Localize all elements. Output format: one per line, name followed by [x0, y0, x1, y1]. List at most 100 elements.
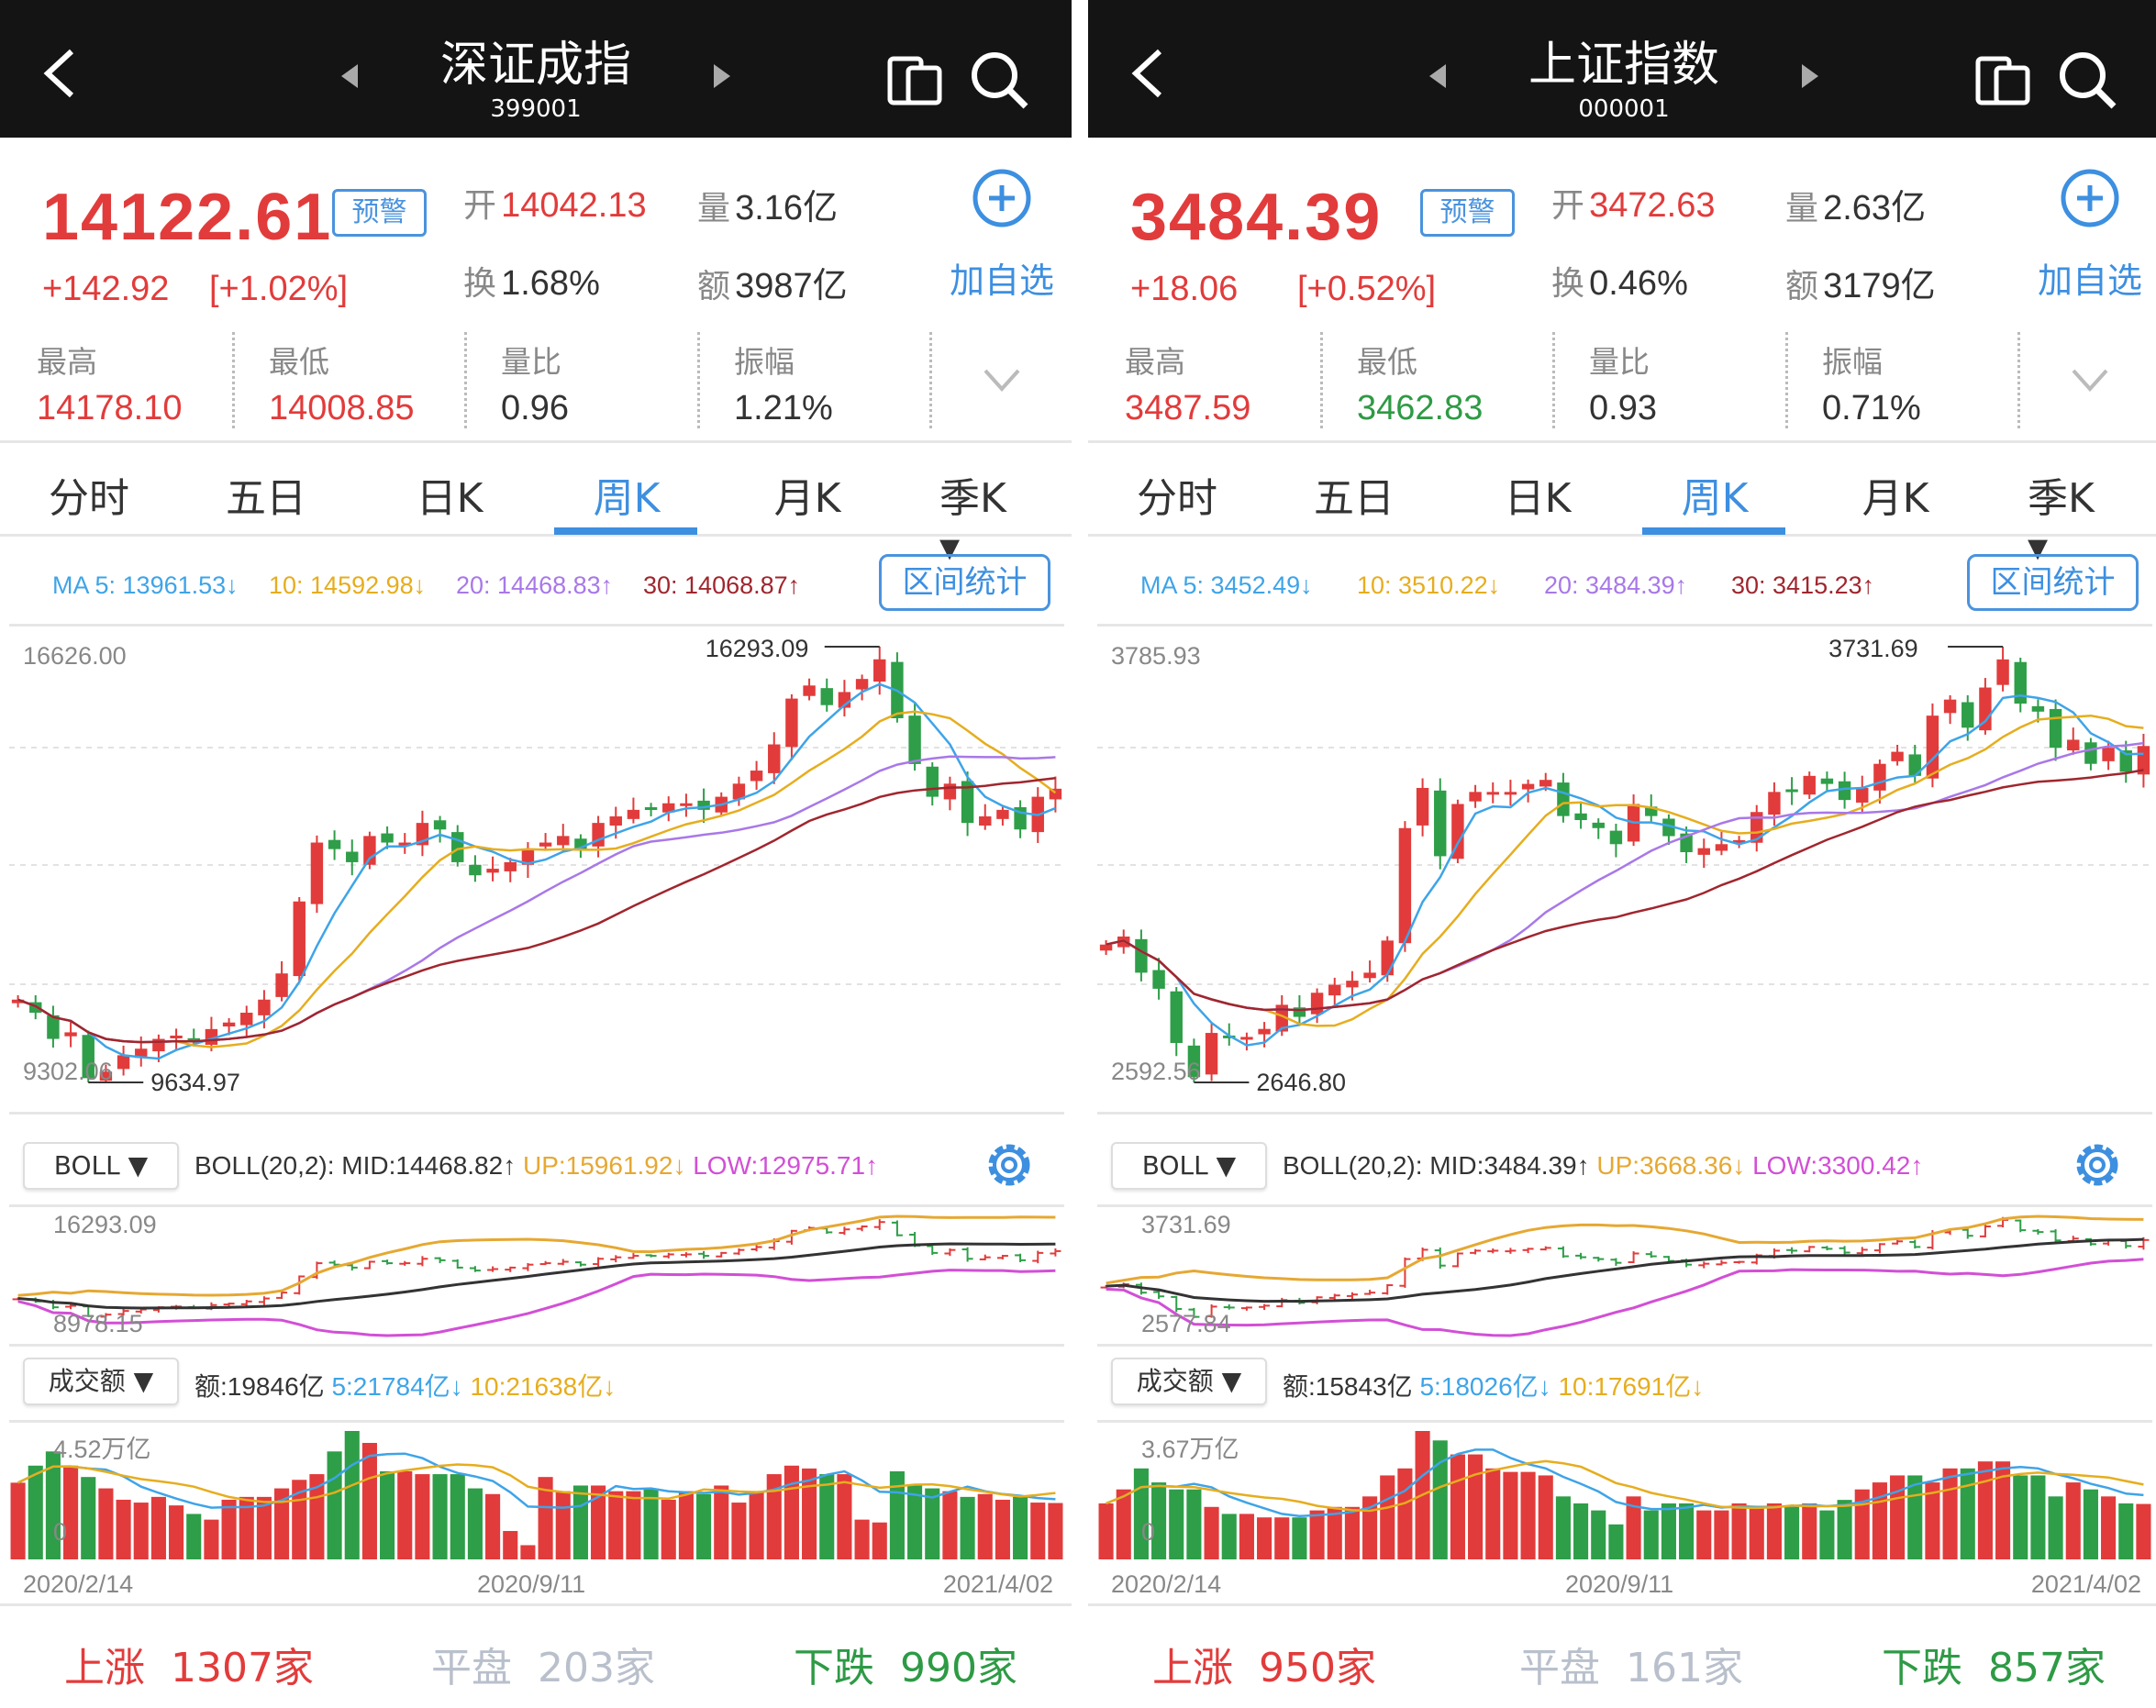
candle: [926, 766, 939, 797]
candle: [346, 851, 359, 862]
candle: [11, 999, 25, 1004]
range-stats-button[interactable]: 区间统计: [1967, 554, 2139, 611]
tab-monthly-k[interactable]: 月K: [773, 475, 841, 522]
boll-up-line: [17, 1214, 1056, 1297]
tab-weekly-k[interactable]: 周K: [1681, 475, 1749, 522]
candle: [135, 1048, 148, 1059]
tab-monthly-k[interactable]: 月K: [1861, 475, 1929, 522]
tab-five-day[interactable]: 五日: [226, 475, 306, 522]
active-tab-indicator: [1642, 527, 1785, 535]
volume-bar: [678, 1491, 694, 1559]
tab-weekly-k[interactable]: 周K: [593, 475, 661, 522]
tab-intraday[interactable]: 分时: [49, 475, 129, 522]
divider: [1097, 1112, 2152, 1115]
volume-zero-label: 0: [53, 1518, 68, 1546]
candle: [1697, 848, 1710, 855]
volume-indicator-select[interactable]: 成交额 ▼: [1111, 1358, 1267, 1405]
switch-screen-icon[interactable]: [1974, 51, 2033, 106]
candle: [293, 901, 306, 977]
ma30-value: 30: 14068.87↑: [643, 571, 801, 599]
range-stats-button[interactable]: 区间统计: [879, 554, 1050, 611]
candle: [1891, 751, 1904, 761]
tab-quarterly-k[interactable]: 季K ▾: [2028, 475, 2095, 571]
prev-index-icon[interactable]: [339, 62, 360, 90]
tab-daily-k[interactable]: 日K: [416, 475, 483, 522]
next-index-icon[interactable]: [712, 62, 732, 90]
next-index-icon[interactable]: [1800, 62, 1820, 90]
ma30-line: [17, 777, 1056, 1044]
volume-indicator-select[interactable]: 成交额 ▼: [23, 1358, 179, 1405]
volume-bar: [1872, 1482, 1887, 1559]
volume-bar: [960, 1496, 975, 1559]
add-favorite-icon[interactable]: [2059, 167, 2121, 229]
open-label: 开: [463, 187, 497, 225]
candlestick-chart[interactable]: [9, 628, 1064, 1105]
amount-value: 3987亿: [735, 267, 848, 305]
prev-index-icon[interactable]: [1428, 62, 1448, 90]
add-favorite-icon[interactable]: [971, 167, 1033, 229]
volume-chart[interactable]: [1097, 1424, 2152, 1561]
vol-ratio-label: 量比: [1589, 344, 1650, 380]
volume-bar: [1837, 1500, 1852, 1559]
volume-ma5-line: [1106, 1448, 2144, 1517]
expand-chevron-icon[interactable]: [2070, 367, 2110, 394]
volume-bar: [1432, 1440, 1448, 1559]
candle: [1486, 792, 1499, 795]
volume-bar: [555, 1491, 571, 1559]
candle: [1609, 830, 1623, 845]
candle: [398, 842, 411, 846]
alert-button[interactable]: 预警: [1420, 189, 1515, 237]
add-favorite-button[interactable]: 加自选: [2038, 261, 2143, 301]
tab-intraday[interactable]: 分时: [1137, 475, 1217, 522]
candle: [1381, 940, 1394, 976]
candle: [82, 1035, 94, 1079]
volume-bar: [1555, 1496, 1571, 1559]
indicator-select[interactable]: BOLL ▼: [23, 1142, 179, 1190]
candle: [1908, 754, 1921, 776]
ma5-line: [17, 682, 1056, 1060]
add-favorite-button[interactable]: 加自选: [950, 261, 1055, 301]
flat-value: 161家: [1625, 1645, 1743, 1691]
alert-button[interactable]: 预警: [332, 189, 427, 237]
candle: [1187, 1045, 1201, 1078]
volume-bar: [783, 1465, 799, 1559]
back-icon[interactable]: [37, 46, 83, 101]
boll-top-label: 16293.09: [53, 1211, 157, 1238]
volume-bar: [1714, 1510, 1729, 1559]
high-value: 3487.59: [1125, 389, 1251, 427]
axis-top-label: 3785.93: [1111, 642, 1201, 670]
flat-count: 平盘 203家: [431, 1635, 655, 1693]
date-start: 2020/2/14: [1111, 1570, 1222, 1598]
volume-bar: [467, 1488, 483, 1559]
boll-chart[interactable]: [9, 1209, 1064, 1342]
fall-count: 下跌 857家: [1882, 1635, 2106, 1693]
indicator-select[interactable]: BOLL ▼: [1111, 1142, 1267, 1190]
settings-gear-icon[interactable]: [2070, 1137, 2125, 1192]
switch-screen-icon[interactable]: [886, 51, 945, 106]
tab-quarterly-k[interactable]: 季K ▾: [939, 475, 1006, 571]
candlestick-chart[interactable]: [1097, 628, 2152, 1105]
divider: [9, 1420, 1064, 1423]
divider: [1097, 624, 2152, 627]
volume-bar: [432, 1474, 448, 1559]
back-icon[interactable]: [1125, 46, 1171, 101]
current-price: 14122.61: [42, 181, 333, 254]
candle: [961, 781, 974, 824]
volume-chart[interactable]: [9, 1424, 1064, 1561]
tab-five-day[interactable]: 五日: [1314, 475, 1395, 522]
tab-daily-k[interactable]: 日K: [1504, 475, 1572, 522]
boll-up-line: [1106, 1214, 2144, 1285]
boll-chart[interactable]: [1097, 1209, 2152, 1342]
settings-gear-icon[interactable]: [982, 1137, 1037, 1192]
volume-top-label: 4.52万亿: [53, 1436, 151, 1463]
search-icon[interactable]: [967, 48, 1031, 112]
search-icon[interactable]: [2055, 48, 2119, 112]
amount-value: 3179亿: [1823, 267, 1936, 305]
max-price-label: 16293.09: [705, 635, 809, 662]
volume-ma10-line: [17, 1463, 1056, 1503]
amount-current: 额:15843亿: [1283, 1372, 1413, 1401]
candle: [521, 848, 535, 865]
min-price-label: 2646.80: [1256, 1069, 1347, 1096]
expand-chevron-icon[interactable]: [982, 367, 1022, 394]
amount-ma5: 5:18026亿↓: [1419, 1372, 1551, 1401]
